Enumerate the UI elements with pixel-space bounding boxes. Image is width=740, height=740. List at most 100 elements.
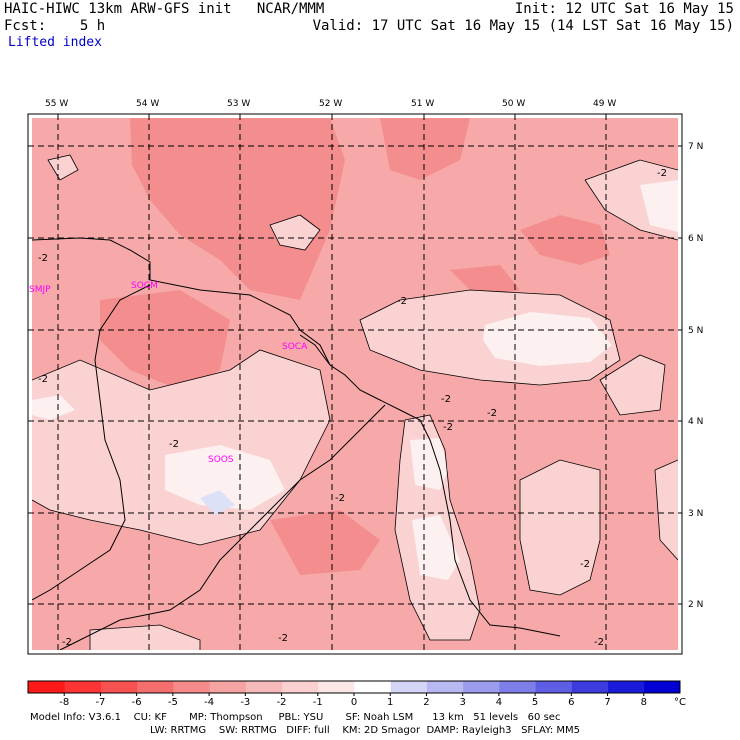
colorbar-tick-label: -7: [95, 697, 105, 708]
field-region-minus3: [100, 290, 230, 390]
colorbar-tick-label: 5: [532, 697, 538, 708]
longitude-labels: 55 W 54 W 53 W 52 W 51 W 50 W 49 W: [45, 99, 616, 109]
field-region-minus1: [90, 625, 200, 650]
colorbar-tick-label: -1: [313, 697, 323, 708]
field-region-zero: [32, 395, 75, 420]
field-region-minus3: [450, 265, 520, 300]
contour-line: [269, 214, 321, 251]
colorbar-tick-label: 0: [351, 697, 357, 708]
contour-label: -2: [397, 296, 407, 307]
station-labels: SMJP SOCM SOCA SOOS: [29, 281, 308, 465]
border-line: [32, 284, 151, 601]
contour-line: [32, 349, 331, 546]
lon-label: 52 W: [319, 99, 342, 109]
station-smjp: SMJP: [29, 285, 51, 295]
colorbar-tick-label: 6: [568, 697, 574, 708]
station-socm: SOCM: [131, 281, 158, 291]
coastline: [32, 237, 561, 637]
contour-labels: -2 -2 -2 -2 -2 -2 -2 -2 -2 -2 -2 -2 -2: [38, 168, 667, 648]
station-soos: SOOS: [208, 455, 234, 465]
field-region-zero: [165, 445, 285, 510]
lat-label: 4 N: [688, 417, 703, 427]
lon-label: 54 W: [136, 99, 159, 109]
colorbar-swatch: [281, 681, 319, 693]
contour-label: -2: [38, 374, 48, 385]
field-name: Lifted index: [8, 35, 102, 50]
latlon-grid: [28, 114, 682, 654]
contour-label: -2: [38, 253, 48, 264]
forecast-hour: Fcst: 5 h: [4, 18, 106, 34]
contour-label: -2: [62, 637, 72, 648]
contour-label: -2: [441, 394, 451, 405]
colorbar-ticks: -8 -7 -6 -5 -4 -3 -2 -1 0 1 2 3 4 5 6 7 8: [59, 693, 647, 708]
lat-label: 7 N: [688, 142, 703, 152]
contour-line: [584, 159, 678, 241]
colorbar-tick-label: 4: [496, 697, 502, 708]
colorbar-tick-label: 8: [641, 697, 647, 708]
colorbar: [27, 680, 681, 694]
colorbar-tick-label: 3: [459, 697, 465, 708]
colorbar-tick-label: 2: [423, 697, 429, 708]
plot-title: HAIC-HIWC 13km ARW-GFS init NCAR/MMM: [4, 1, 325, 17]
lat-label: 5 N: [688, 326, 703, 336]
field-region-minus3: [520, 215, 610, 265]
colorbar-swatch: [136, 681, 174, 693]
colorbar-swatch: [317, 681, 355, 693]
colorbar-tick-label: 7: [604, 697, 610, 708]
colorbar-tick-label: -3: [240, 697, 250, 708]
colorbar-swatch: [64, 681, 101, 693]
lat-label: 3 N: [688, 509, 703, 519]
colorbar-swatch: [354, 681, 391, 693]
border-line: [299, 334, 331, 366]
field-region-minus3: [130, 118, 345, 300]
colorbar-swatch: [571, 681, 609, 693]
station-soca: SOCA: [282, 342, 308, 352]
field-region-minus1: [655, 460, 678, 560]
lon-label: 51 W: [411, 99, 434, 109]
colorbar-swatch: [607, 681, 645, 693]
contour-label: -2: [443, 422, 453, 433]
colorbar-tick-label: -8: [59, 697, 69, 708]
colorbar-swatch: [498, 681, 536, 693]
contour-label: -2: [278, 633, 288, 644]
model-info-line2: LW: RRTMG SW: RRTMG DIFF: full KM: 2D Sm…: [150, 725, 580, 736]
map-frame: [27, 113, 683, 655]
field-region-plus1: [200, 490, 235, 515]
colorbar-tick-label: -5: [168, 697, 178, 708]
contour-label: -2: [580, 559, 590, 570]
contour-label: -2: [335, 493, 345, 504]
contour-line: [89, 624, 201, 650]
init-time: Init: 12 UTC Sat 16 May 15: [514, 1, 734, 17]
field-region-minus3: [380, 118, 470, 180]
colorbar-swatch: [426, 681, 464, 693]
contour-line: [394, 414, 481, 641]
contour-label: -2: [594, 637, 604, 648]
lon-label: 49 W: [593, 99, 616, 109]
lat-label: 6 N: [688, 234, 703, 244]
contour-label: -2: [169, 439, 179, 450]
latitude-labels: 7 N 6 N 5 N 4 N 3 N 2 N: [688, 142, 703, 610]
field-region-minus1: [520, 460, 600, 595]
colorbar-tick-label: -4: [204, 697, 214, 708]
colorbar-tick-label: -6: [132, 697, 142, 708]
field-region-zero: [640, 180, 678, 232]
shaded-field: [32, 118, 678, 650]
contour-line: [519, 459, 601, 596]
contour-line: [47, 154, 79, 181]
colorbar-swatch: [209, 681, 246, 693]
lon-label: 55 W: [45, 99, 68, 109]
colorbar-swatch: [462, 681, 500, 693]
field-region-zero: [410, 438, 448, 490]
lat-label: 2 N: [688, 600, 703, 610]
contour-line: [654, 459, 678, 561]
colorbar-swatch: [245, 681, 283, 693]
field-region-zero: [412, 515, 460, 580]
model-info-line1: Model Info: V3.6.1 CU: KF MP: Thompson P…: [30, 712, 561, 723]
colorbar-swatch: [172, 681, 210, 693]
valid-time: Valid: 17 UTC Sat 16 May 15 (14 LST Sat …: [312, 18, 734, 34]
lon-label: 53 W: [227, 99, 250, 109]
field-region-minus3: [270, 510, 380, 575]
colorbar-swatch: [535, 681, 572, 693]
contour-line: [599, 354, 666, 416]
